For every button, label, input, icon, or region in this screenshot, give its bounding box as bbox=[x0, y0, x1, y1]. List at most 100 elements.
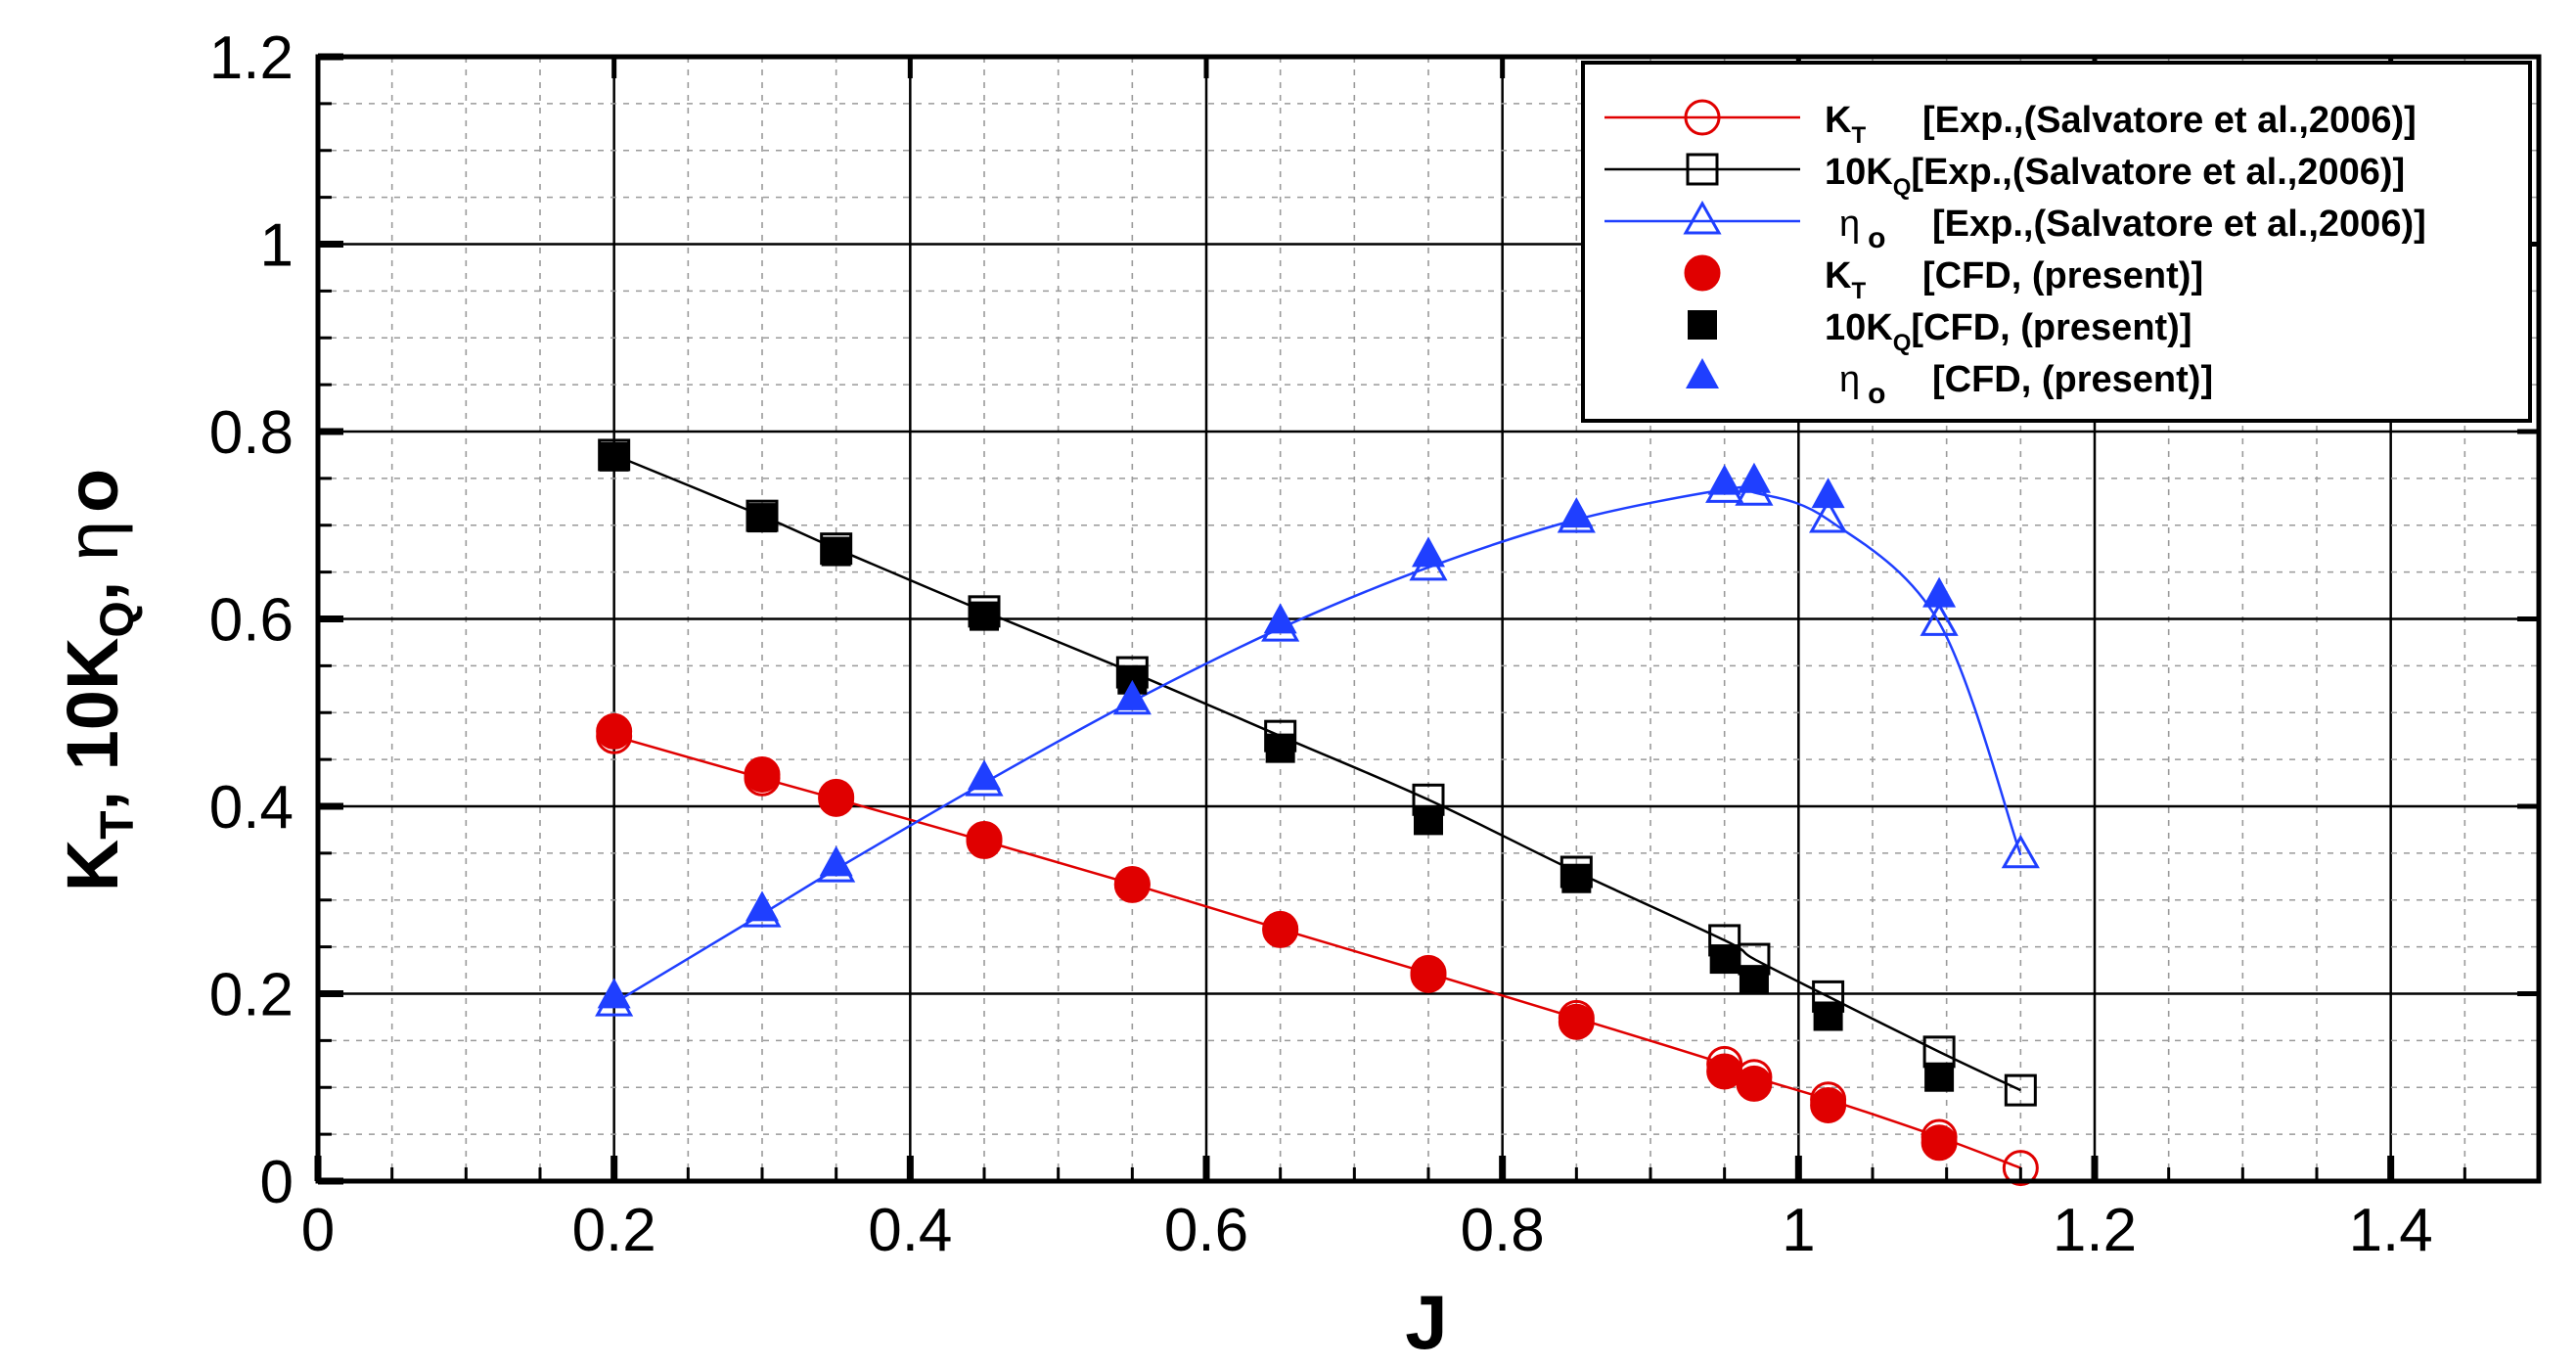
legend-marker-4 bbox=[1688, 310, 1717, 340]
data-point-s3-p9 bbox=[1736, 1065, 1773, 1102]
legend-label-3: KT [CFD, (present)] bbox=[1825, 255, 2203, 304]
legend-marker-2 bbox=[1683, 200, 1722, 235]
legend-3-main: K bbox=[1825, 255, 1852, 296]
x-tick-label: 0 bbox=[301, 1197, 335, 1264]
data-point-s4-p11 bbox=[1924, 1062, 1955, 1092]
legend-0-rest: [Exp.,(Salvatore et al.,2006)] bbox=[1922, 100, 2417, 141]
data-point-s5-p9 bbox=[1737, 462, 1771, 493]
y-axis-title: KT, 10KQ, ηo bbox=[52, 469, 144, 892]
series-4 bbox=[599, 441, 1955, 1092]
data-point-s3-p10 bbox=[1810, 1086, 1847, 1123]
data-point-s4-p6 bbox=[1414, 805, 1443, 836]
data-point-s3-p11 bbox=[1921, 1124, 1958, 1162]
x-tick-label: 0.4 bbox=[868, 1197, 952, 1264]
legend-marker-1 bbox=[1686, 153, 1719, 186]
legend-5-sub: o bbox=[1868, 378, 1885, 410]
data-point-s4-p8 bbox=[1709, 944, 1740, 975]
legend-3-rest: [CFD, (present)] bbox=[1922, 255, 2203, 296]
data-point-s5-p1 bbox=[746, 890, 779, 922]
legend: KT [Exp.,(Salvatore et al.,2006)] 10KQ[Ex… bbox=[1581, 61, 2532, 423]
data-point-s2-p12 bbox=[2001, 834, 2040, 869]
data-point-s4-p1 bbox=[747, 503, 777, 533]
y-tick-label: 0.4 bbox=[209, 774, 294, 842]
legend-4-sub: Q bbox=[1893, 330, 1912, 356]
legend-2-rest: [Exp.,(Salvatore et al.,2006)] bbox=[1932, 204, 2426, 245]
series-layer bbox=[595, 438, 2040, 1187]
data-point-s5-p0 bbox=[597, 978, 631, 1009]
data-point-s5-p6 bbox=[1412, 536, 1445, 568]
data-point-s5-p8 bbox=[1707, 464, 1741, 495]
data-point-s3-p5 bbox=[1262, 911, 1299, 948]
x-tick-label: 1 bbox=[1782, 1197, 1815, 1264]
legend-4-rest: [CFD, (present)] bbox=[1911, 307, 2192, 348]
legend-2-main: η bbox=[1839, 204, 1860, 245]
y-axis: 0 0.2 0.4 0.6 0.8 1 1.2 bbox=[209, 24, 2539, 1216]
legend-0-sub: T bbox=[1851, 122, 1866, 149]
legend-4-main: 10K bbox=[1825, 307, 1893, 348]
legend-marker-3 bbox=[1684, 254, 1721, 292]
series-5 bbox=[597, 462, 1957, 1009]
x-axis: 0 0.2 0.4 0.6 0.8 1 1.2 1.4 bbox=[301, 57, 2466, 1264]
y-tick-label: 1.2 bbox=[209, 24, 294, 92]
legend-label-5: η o [CFD, (present)] bbox=[1839, 359, 2213, 410]
data-point-s4-p7 bbox=[1561, 863, 1592, 893]
y-title-kt-sub: T bbox=[92, 810, 144, 839]
x-tick-label: 0.6 bbox=[1164, 1197, 1248, 1264]
y-tick-label: 1 bbox=[260, 212, 294, 280]
legend-box bbox=[1581, 61, 2532, 423]
data-point-s3-p4 bbox=[1113, 866, 1151, 903]
legend-5-rest: [CFD, (present)] bbox=[1932, 359, 2213, 400]
data-point-s3-p0 bbox=[596, 712, 633, 750]
data-point-s5-p4 bbox=[1115, 679, 1150, 710]
x-tick-label: 0.2 bbox=[572, 1197, 656, 1264]
data-point-s3-p3 bbox=[966, 821, 1003, 858]
series-3 bbox=[596, 712, 1958, 1162]
data-point-s5-p5 bbox=[1263, 603, 1297, 634]
data-point-s3-p6 bbox=[1410, 956, 1447, 993]
data-point-s4-p10 bbox=[1813, 1001, 1843, 1031]
y-title-comma2: , bbox=[52, 561, 133, 601]
legend-3-sub: T bbox=[1851, 278, 1866, 304]
data-point-s2-p10 bbox=[1809, 498, 1848, 533]
legend-label-1: 10KQ[Exp.,(Salvatore et al.,2006)] bbox=[1825, 152, 2405, 201]
data-point-s4-p3 bbox=[970, 601, 999, 631]
data-point-s4-p5 bbox=[1265, 733, 1295, 763]
data-point-s0-p12 bbox=[2002, 1150, 2039, 1187]
x-tick-label: 1.4 bbox=[2349, 1197, 2433, 1264]
legend-5-main: η bbox=[1839, 359, 1860, 400]
legend-1-rest: [Exp.,(Salvatore et al.,2006)] bbox=[1911, 152, 2405, 193]
data-point-s3-p2 bbox=[818, 778, 855, 815]
legend-1-sub: Q bbox=[1893, 174, 1912, 201]
y-tick-label: 0.8 bbox=[209, 399, 294, 467]
data-point-s5-p2 bbox=[819, 845, 853, 877]
data-point-s5-p3 bbox=[968, 759, 1001, 791]
data-point-s3-p1 bbox=[744, 755, 781, 793]
data-point-s5-p11 bbox=[1922, 576, 1957, 608]
legend-marker-0 bbox=[1684, 99, 1721, 136]
legend-symbols bbox=[1604, 99, 1800, 388]
y-title-eta-sub: o bbox=[52, 469, 133, 513]
legend-1-main: 10K bbox=[1825, 152, 1893, 193]
data-point-s4-p0 bbox=[599, 441, 629, 472]
data-point-s5-p7 bbox=[1559, 497, 1594, 528]
y-title-kt: K bbox=[52, 840, 133, 891]
y-tick-label: 0.6 bbox=[209, 587, 294, 655]
data-point-s4-p9 bbox=[1739, 965, 1769, 995]
y-title-kq: 10K bbox=[52, 638, 133, 771]
y-title-comma1: , bbox=[52, 770, 133, 810]
y-title-eta: η bbox=[52, 521, 133, 561]
y-tick-label: 0 bbox=[260, 1149, 294, 1216]
y-title-kq-sub: Q bbox=[92, 601, 144, 637]
x-axis-title: J bbox=[1405, 1279, 1447, 1365]
x-tick-label: 1.2 bbox=[2053, 1197, 2137, 1264]
y-tick-label: 0.2 bbox=[209, 962, 294, 1029]
data-point-s5-p10 bbox=[1811, 478, 1845, 509]
data-point-s2-p11 bbox=[1920, 602, 1959, 636]
legend-label-0: KT [Exp.,(Salvatore et al.,2006)] bbox=[1825, 100, 2417, 149]
data-point-s4-p2 bbox=[821, 536, 851, 567]
legend-0-main: K bbox=[1825, 100, 1852, 141]
legend-label-4: 10KQ[CFD, (present)] bbox=[1825, 307, 2192, 356]
legend-label-2: η o [Exp.,(Salvatore et al.,2006)] bbox=[1839, 204, 2426, 254]
legend-marker-5 bbox=[1686, 358, 1719, 388]
